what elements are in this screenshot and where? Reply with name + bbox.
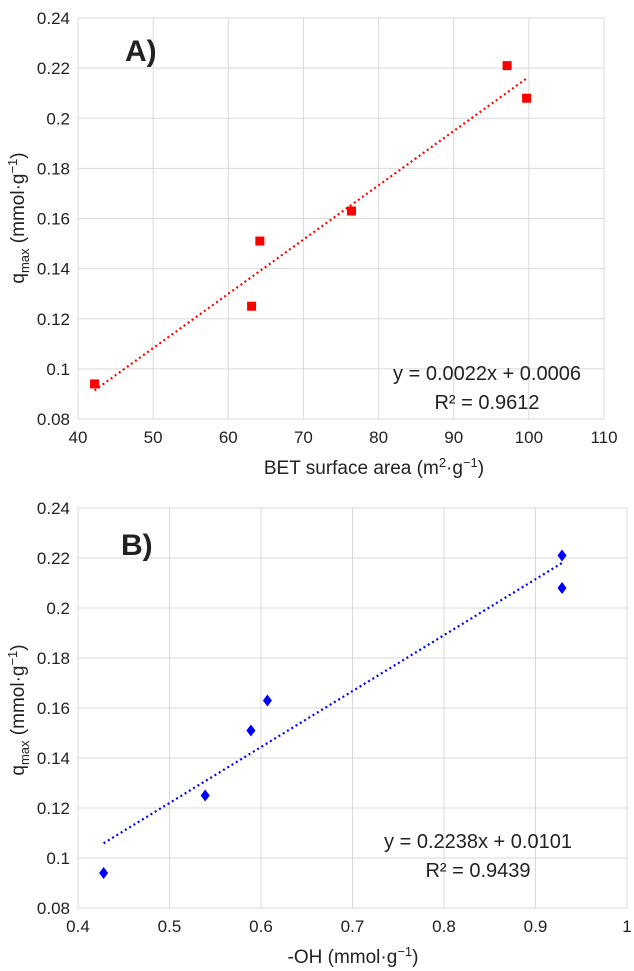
- panel-a-ylabel-sup: −1: [5, 159, 20, 174]
- panel-a-ylabel-main: q: [8, 273, 29, 284]
- panel-b-data-point: [557, 549, 567, 562]
- panel-b-x-tick-label: 0.5: [158, 917, 182, 936]
- panel-a-data-point: [90, 379, 100, 389]
- panel-a-ylabel-rest: (mmol·g: [8, 174, 29, 249]
- panel-a-r-squared: R² = 0.9612: [434, 392, 539, 414]
- panel-b: 0.4 0.5 0.6 0.7 0.8 0.9 1 0.08 0.1 0.12 0.14 0.16 0.…: [5, 499, 632, 968]
- panel-a-trendline-group: [93, 77, 528, 392]
- panel-b-data-point: [99, 867, 109, 879]
- panel-b-data-point: [200, 789, 210, 802]
- panel-a-equation: y = 0.0022x + 0.0006: [393, 363, 581, 385]
- panel-b-y-tick-label: 0.14: [37, 749, 70, 768]
- panel-b-tick-labels: 0.4 0.5 0.6 0.7 0.8 0.9 1 0.08 0.1 0.12 0.14 0.16 0.…: [37, 499, 632, 936]
- panel-b-r-squared: R² = 0.9439: [425, 860, 530, 882]
- panel-a-xlabel-sup2: −1: [463, 455, 478, 470]
- panel-a-y-tick-label: 0.14: [37, 260, 70, 279]
- panel-a-ylabel-end: ): [8, 152, 29, 158]
- panel-a-x-tick-label: 40: [69, 428, 88, 447]
- panel-b-xlabel-sup1: −1: [397, 944, 412, 959]
- panel-b-y-tick-label: 0.16: [37, 699, 70, 718]
- panel-a-y-tick-label: 0.18: [37, 159, 70, 178]
- panel-a-y-axis-label: qmax (mmol·g−1): [5, 152, 32, 283]
- panel-a-x-axis-label: BET surface area (m2·g−1): [264, 455, 484, 479]
- panel-b-y-tick-label: 0.12: [37, 799, 70, 818]
- panel-a-y-tick-label: 0.12: [37, 310, 70, 329]
- panel-a-xlabel-sup1: 2: [439, 455, 446, 470]
- panel-a-xlabel-prefix: BET surface area (m: [264, 458, 439, 479]
- panel-a-letter: A): [125, 35, 157, 68]
- panel-b-ylabel-rest: (mmol·g: [8, 666, 29, 741]
- panel-a-y-tick-label: 0.24: [37, 9, 70, 28]
- panel-b-x-axis-label: -OH (mmol·g−1): [288, 944, 419, 968]
- panel-b-y-tick-label: 0.2: [46, 599, 70, 618]
- panel-b-points: [99, 549, 567, 879]
- panel-b-y-tick-label: 0.22: [37, 549, 70, 568]
- panel-a-ylabel-sub: max: [17, 248, 32, 273]
- panel-b-y-tick-label: 0.18: [37, 649, 70, 668]
- panel-a-xlabel-suffix: ): [478, 458, 484, 479]
- panel-a-x-tick-label: 90: [444, 428, 463, 447]
- panel-a-x-tick-label: 70: [294, 428, 313, 447]
- panel-a-data-point: [247, 301, 257, 311]
- panel-b-x-tick-label: 0.8: [432, 917, 456, 936]
- panel-b-trendline-group: [103, 562, 563, 845]
- panel-a-x-tick-label: 100: [515, 428, 543, 447]
- panel-b-ylabel-sub: max: [17, 740, 32, 765]
- panel-b-grid: [77, 507, 628, 909]
- panel-a-x-tick-label: 60: [219, 428, 238, 447]
- panel-b-x-tick-label: 1: [622, 917, 631, 936]
- panel-a-tick-labels: 40 50 60 70 80 90 100 110 0.08 0.1 0.12 0.14 0.16 0.1…: [37, 9, 618, 447]
- panel-a-y-tick-label: 0.2: [46, 109, 70, 128]
- panel-b-letter: B): [121, 529, 153, 562]
- panel-b-xlabel-suffix: ): [412, 947, 418, 968]
- panel-a-points: [90, 61, 532, 389]
- panel-b-ylabel-end: ): [8, 644, 29, 650]
- panel-a-y-tick-label: 0.1: [46, 360, 70, 379]
- panel-b-x-tick-label: 0.7: [341, 917, 365, 936]
- panel-b-ylabel-main: q: [8, 765, 29, 776]
- panel-b-xlabel-prefix: -OH (mmol·g: [288, 947, 398, 968]
- panel-a-y-tick-label: 0.08: [37, 410, 70, 429]
- panel-a-trendline: [93, 77, 528, 392]
- panel-a-x-tick-label: 110: [590, 428, 617, 447]
- panel-a-data-point: [502, 61, 512, 71]
- panel-a-grid: [77, 17, 605, 420]
- panel-b-y-tick-label: 0.08: [37, 899, 70, 918]
- panel-a-xlabel-mid: ·g: [446, 458, 463, 479]
- panel-b-x-tick-label: 0.9: [524, 917, 548, 936]
- panel-b-y-axis-label: qmax (mmol·g−1): [5, 644, 32, 775]
- panel-a-x-tick-label: 50: [144, 428, 163, 447]
- panel-a: 40 50 60 70 80 90 100 110 0.08 0.1 0.12 0.14 0.16 0.1…: [5, 9, 618, 479]
- panel-b-x-tick-label: 0.4: [66, 917, 90, 936]
- panel-b-ylabel-sup: −1: [5, 651, 20, 666]
- panel-a-data-point: [347, 206, 357, 216]
- panel-b-data-point: [262, 694, 272, 707]
- panel-a-data-point: [255, 236, 265, 246]
- panel-a-y-tick-label: 0.16: [37, 210, 70, 229]
- panel-b-x-tick-label: 0.6: [249, 917, 273, 936]
- panel-b-equation: y = 0.2238x + 0.0101: [384, 831, 572, 853]
- panel-a-y-tick-label: 0.22: [37, 59, 70, 78]
- panel-b-data-point: [557, 582, 567, 594]
- panel-b-y-tick-label: 0.1: [46, 849, 70, 868]
- panel-b-trendline: [103, 562, 563, 845]
- panel-a-data-point: [522, 93, 532, 103]
- panel-a-x-tick-label: 80: [369, 428, 388, 447]
- panel-b-data-point: [246, 724, 256, 737]
- panel-b-y-tick-label: 0.24: [37, 499, 70, 518]
